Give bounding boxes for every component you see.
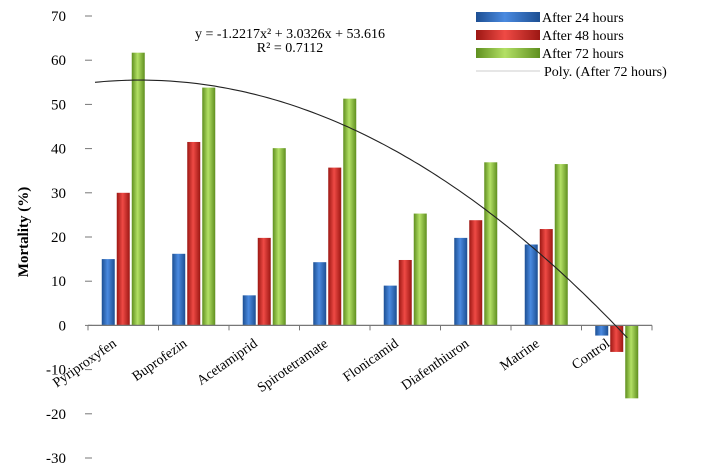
category-label: Control bbox=[569, 336, 613, 373]
legend-label-trendline: Poly. (After 72 hours) bbox=[544, 65, 667, 80]
y-axis-title: Mortality (%) bbox=[16, 187, 32, 277]
bar-3-3 bbox=[272, 148, 286, 326]
y-tick-label: 60 bbox=[51, 53, 66, 69]
bar-2-5 bbox=[398, 259, 412, 326]
y-tick-label: 70 bbox=[51, 9, 66, 25]
legend-swatch-1 bbox=[476, 12, 540, 22]
bar-1-4 bbox=[313, 262, 327, 326]
bar-1-2 bbox=[172, 253, 186, 326]
legend-swatch-2 bbox=[476, 30, 540, 40]
bar-2-2 bbox=[187, 141, 201, 326]
legend: After 24 hours After 48 hours After 72 hou… bbox=[476, 11, 667, 80]
x-axis bbox=[87, 324, 653, 331]
bar-1-5 bbox=[383, 285, 397, 326]
category-label: Buprofezin bbox=[130, 336, 190, 384]
bar-2-7 bbox=[539, 229, 553, 326]
y-tick-label: 30 bbox=[51, 186, 66, 202]
category-label: Flonicamid bbox=[341, 336, 402, 385]
trendline bbox=[94, 79, 628, 339]
y-tick-label: 10 bbox=[51, 274, 66, 290]
bar-3-7 bbox=[554, 164, 568, 326]
y-axis: 70 60 50 40 30 20 10 0 -10 -20 -30 bbox=[46, 9, 92, 467]
bar-2-8 bbox=[610, 325, 624, 352]
category-label: Spirotetramate bbox=[255, 336, 331, 396]
bar-3-4 bbox=[343, 98, 357, 326]
y-tick-label: 40 bbox=[51, 142, 66, 158]
y-tick-label: -30 bbox=[46, 451, 66, 467]
legend-label-3: After 72 hours bbox=[542, 47, 624, 62]
y-tick-label: -20 bbox=[46, 407, 66, 423]
bar-2-3 bbox=[257, 237, 271, 326]
trendline-r-squared: R² = 0.7112 bbox=[257, 41, 323, 56]
category-label: Diafenthiuron bbox=[399, 336, 472, 393]
bar-2-1 bbox=[116, 192, 130, 326]
bar-1-1 bbox=[101, 259, 115, 326]
bar-3-6 bbox=[484, 162, 498, 326]
bar-1-3 bbox=[242, 295, 256, 326]
bar-1-6 bbox=[454, 237, 468, 326]
trendline-curve bbox=[94, 79, 628, 339]
legend-swatch-3 bbox=[476, 48, 540, 58]
category-labels: Pyriproxyfen Buprofezin AcetamipridSpirote… bbox=[50, 336, 613, 396]
legend-label-1: After 24 hours bbox=[542, 11, 624, 26]
bar-3-1 bbox=[131, 52, 145, 326]
bar-2-4 bbox=[328, 167, 342, 326]
bar-3-5 bbox=[413, 213, 427, 326]
y-tick-label: 20 bbox=[51, 230, 66, 246]
bars bbox=[101, 52, 639, 399]
category-label: Matrine bbox=[498, 336, 543, 374]
y-tick-label: -10 bbox=[46, 363, 66, 379]
bar-2-6 bbox=[469, 220, 483, 326]
category-label: Acetamiprid bbox=[195, 336, 261, 388]
bar-1-8 bbox=[595, 325, 609, 336]
y-tick-label: 50 bbox=[51, 97, 66, 113]
bar-3-2 bbox=[202, 87, 216, 326]
y-tick-label: 0 bbox=[59, 318, 67, 334]
legend-label-2: After 48 hours bbox=[542, 29, 624, 44]
bar-3-8 bbox=[625, 325, 639, 399]
trendline-equation: y = -1.2217x² + 3.0326x + 53.616 bbox=[195, 27, 385, 42]
bar-1-7 bbox=[524, 244, 538, 326]
